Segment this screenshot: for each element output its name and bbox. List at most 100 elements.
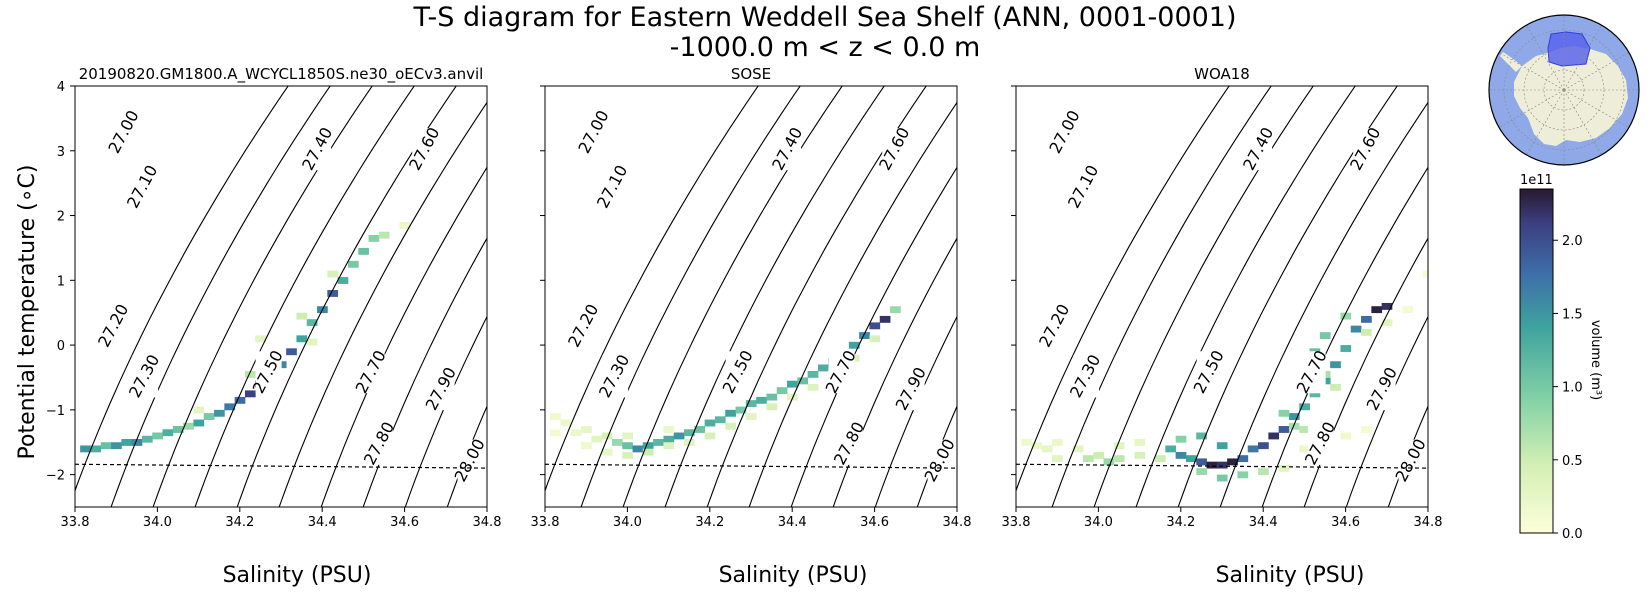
- heatmap-cell: [327, 290, 339, 297]
- heatmap-cell: [1052, 455, 1063, 463]
- x-tick-label: 33.8: [1002, 515, 1031, 530]
- heatmap-cell: [286, 348, 297, 356]
- heatmap-cell: [663, 435, 675, 443]
- contour-label-bg: [1307, 422, 1334, 465]
- inset-region-highlight: [1547, 31, 1591, 67]
- x-tick-label: 34.8: [473, 515, 502, 530]
- heatmap-cell: [632, 445, 644, 453]
- density-contour: [110, 86, 331, 507]
- colorbar-exponent: 1e11: [1520, 173, 1553, 188]
- graticule-meridian: [1563, 52, 1630, 91]
- y-tick-label: −2: [46, 469, 65, 484]
- heatmap-cell: [172, 426, 184, 433]
- heatmap-cell: [1196, 468, 1207, 476]
- density-contour: [1135, 86, 1356, 507]
- contour-label-bg: [1070, 166, 1097, 209]
- heatmap-cell: [111, 442, 122, 450]
- density-contour: [790, 166, 957, 507]
- x-tick-label: 34.6: [1331, 515, 1360, 530]
- x-tick-label: 34.8: [943, 515, 972, 530]
- heatmap-cell: [193, 406, 205, 414]
- heatmap-cell: [745, 413, 757, 420]
- colorbar-tick-label: 1.0: [1562, 381, 1583, 396]
- graticule-meridian: [1563, 24, 1602, 91]
- heatmap-cell: [193, 419, 205, 427]
- heatmap-cell: [131, 438, 143, 446]
- heatmap-cell: [399, 222, 411, 229]
- x-axis-label-1: Salinity (PSU): [223, 563, 372, 588]
- heatmap-cell: [1072, 445, 1084, 453]
- heatmap-cell: [684, 429, 695, 437]
- heatmap-cell: [1185, 455, 1197, 463]
- heatmap-cell: [152, 432, 163, 440]
- inset-graticule: [1489, 15, 1639, 165]
- heatmap-cell: [1288, 413, 1300, 420]
- x-tick-label: 33.8: [531, 515, 560, 530]
- contour-label-bg: [836, 422, 863, 465]
- heatmap-cell: [694, 426, 706, 433]
- heatmap-cell: [581, 442, 592, 450]
- contour-label-bg: [599, 166, 626, 209]
- contour-label-bg: [101, 304, 128, 347]
- heatmap-cell: [296, 312, 308, 320]
- contour-label-bg: [1299, 351, 1326, 394]
- heatmap-cell: [1299, 403, 1310, 411]
- panel-1: 27.0027.1027.2027.3027.4027.5027.6027.70…: [46, 65, 502, 530]
- heatmap-cell: [327, 270, 339, 278]
- heatmap-cell: [869, 322, 881, 330]
- heatmap-cell: [704, 432, 716, 440]
- y-tick-label: 4: [57, 80, 65, 95]
- heatmap-cell: [1113, 442, 1125, 450]
- heatmap-cell: [879, 315, 891, 323]
- heatmap-cell: [653, 438, 664, 446]
- heatmap-cell: [1350, 325, 1362, 333]
- heatmap-cell: [1206, 461, 1218, 469]
- heatmap-cell: [203, 413, 215, 420]
- heatmap-cell: [1165, 445, 1177, 453]
- heatmap-cell: [550, 413, 561, 420]
- heatmap-cell: [766, 393, 778, 401]
- heatmap-cell: [642, 448, 654, 456]
- heatmap-cell: [1422, 270, 1428, 278]
- density-contour: [580, 86, 801, 507]
- heatmap-cell: [121, 438, 133, 446]
- colorbar-tick-label: 1.5: [1562, 307, 1583, 322]
- heatmap-cell: [1216, 461, 1228, 469]
- y-tick-label: 2: [57, 210, 65, 225]
- heatmap-cell: [591, 435, 603, 443]
- contour-label-bg: [1246, 128, 1273, 171]
- heatmap-cell: [1113, 455, 1125, 463]
- heatmap-cell: [1371, 306, 1383, 314]
- axes-frame: [74, 85, 488, 508]
- heatmap-cell: [80, 445, 91, 453]
- axes-frame: [544, 85, 958, 508]
- heatmap-cell: [1361, 328, 1372, 336]
- heatmap-cell: [1031, 442, 1043, 450]
- density-contour: [278, 101, 487, 507]
- colorbar: 1e11 volume (m³) 0.0 0.5 1.0 1.5 2.0: [1519, 173, 1603, 542]
- heatmap-cell: [550, 429, 561, 437]
- density-contour: [1016, 86, 1230, 493]
- heatmap-cell: [890, 306, 901, 314]
- panel-plot-area: 27.0027.1027.2027.3027.4027.5027.6027.70…: [75, 86, 487, 507]
- heatmap-cell: [90, 445, 102, 453]
- panel-plot-area: 27.0027.1027.2027.3027.4027.5027.6027.70…: [545, 86, 957, 507]
- density-contour: [404, 315, 487, 507]
- heatmap-cell: [859, 332, 870, 339]
- density-contour: [748, 101, 957, 507]
- heatmap-cell: [570, 429, 582, 437]
- heatmap-cell: [642, 442, 654, 450]
- heatmap-cell: [807, 370, 819, 378]
- density-contour: [1093, 86, 1314, 507]
- heatmap-cell: [368, 234, 380, 242]
- heatmap-cell: [1082, 455, 1094, 463]
- density-contour: [664, 86, 885, 507]
- heatmap-cell: [1196, 458, 1207, 466]
- x-tick-label: 34.0: [1084, 515, 1113, 530]
- heatmap-cell: [306, 338, 318, 346]
- heatmap-cell: [581, 426, 592, 433]
- heatmap-cell: [704, 419, 716, 427]
- density-contour: [874, 315, 957, 507]
- heatmap-cell: [1268, 432, 1280, 440]
- heatmap-cell: [1227, 458, 1238, 466]
